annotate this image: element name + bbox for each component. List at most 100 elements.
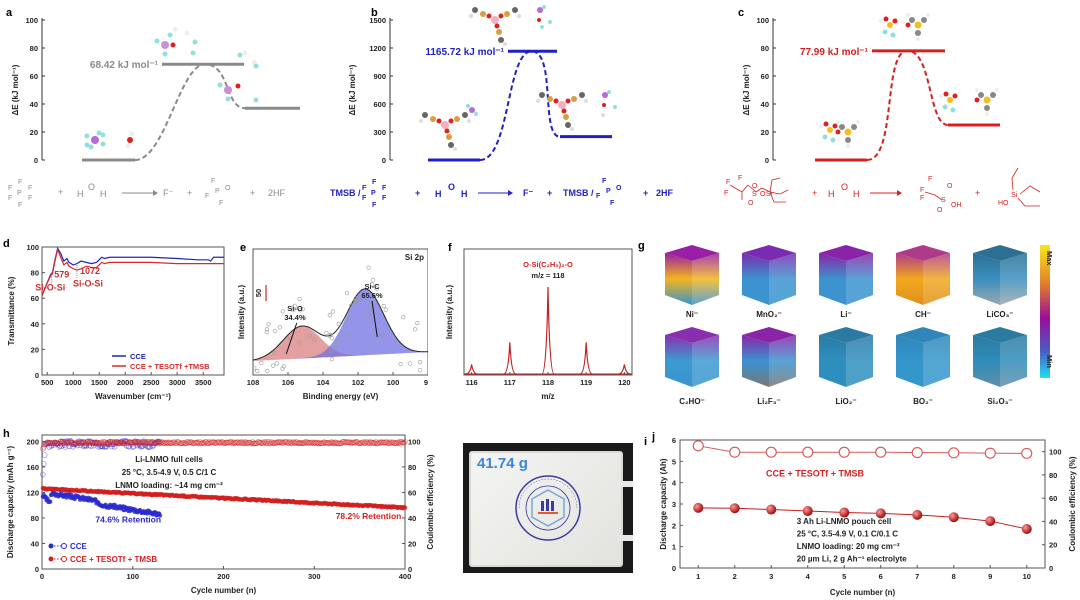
- atom-symbol: O: [937, 207, 943, 214]
- panel-e-xps-chart: e Si 2p 108 106 104 102 100 98 Binding energy (e…: [237, 242, 428, 401]
- atom: [602, 103, 606, 107]
- y-axis-title: Intensity (a.u.): [445, 285, 454, 340]
- atom: [536, 99, 540, 103]
- y2-tick-label: 40: [1049, 517, 1057, 526]
- cell-info-text: 25 °C, 3.5-4.9 V, 0.5 C/1 C: [122, 468, 217, 477]
- pouch-cell-photo: 41.74 g: [463, 443, 633, 573]
- atom: [430, 116, 436, 122]
- ce-point: [838, 446, 850, 458]
- atom: [225, 96, 231, 102]
- atom: [469, 14, 473, 18]
- y-tick-label: 4: [672, 479, 677, 488]
- y-tick-label: 0: [382, 156, 386, 165]
- atom: [584, 99, 588, 103]
- atom: [496, 29, 502, 35]
- raw-data-point: [259, 360, 264, 366]
- x-tick-label: 106: [282, 378, 295, 387]
- silyl-ts-icon: [905, 13, 930, 41]
- atom-symbol: F: [602, 178, 607, 185]
- y-tick-label: 80: [761, 44, 769, 53]
- triflate-ts-icon: [879, 16, 898, 38]
- legend-open-marker: [61, 543, 67, 550]
- atom: [947, 97, 953, 103]
- atom: [916, 37, 920, 41]
- raw-data-point: [292, 303, 297, 308]
- atom: [921, 17, 927, 23]
- y2-tick-label: 0: [1049, 564, 1053, 573]
- cube-species-label: Li⁻: [840, 310, 851, 319]
- capacity-point: [693, 502, 704, 513]
- x-tick-label: 100: [126, 572, 139, 581]
- atom: [978, 92, 984, 98]
- atom-symbol: F: [18, 179, 22, 186]
- atom: [167, 32, 173, 38]
- tof-sims-cube: CH⁻: [896, 245, 950, 319]
- equation-plus: +: [415, 188, 420, 198]
- atom: [503, 42, 507, 46]
- atom: [100, 132, 106, 138]
- atom: [942, 104, 948, 110]
- atom: [995, 88, 999, 92]
- pf6-structure-icon: FF FPF FF: [362, 179, 387, 209]
- y2-tick-label: 60: [408, 488, 416, 497]
- x-tick-label: 200: [217, 572, 230, 581]
- cube-species-label: LiO₂⁻: [835, 397, 856, 406]
- ms-peak-118: [541, 286, 555, 375]
- y2-tick-label: 20: [1049, 541, 1057, 550]
- atom: [846, 144, 850, 148]
- tmsb-product-icon: [536, 92, 588, 131]
- annotation-pointer: [285, 322, 298, 355]
- energy-profile-panels: a 0 20 40 60 80 100 ΔE (kJ mol⁻¹) 68.42 kJ mol⁻¹…: [6, 5, 1041, 214]
- atom: [950, 107, 956, 113]
- panel-h-label: h: [3, 428, 10, 440]
- barrier-energy-label: 68.42 kJ mol⁻¹: [90, 60, 159, 71]
- cell-info-text: LNMO loading: ~14 mg cm⁻²: [115, 481, 223, 490]
- silyl-reactant-icon: [835, 120, 860, 148]
- atom: [237, 52, 243, 58]
- atom: [890, 32, 896, 38]
- y2-tick-label: 80: [408, 463, 416, 472]
- atom: [915, 30, 921, 36]
- ce-point: [402, 438, 408, 445]
- atom-symbol: HO: [998, 200, 1009, 207]
- atom: [879, 19, 883, 23]
- atom: [469, 107, 475, 113]
- atom: [84, 133, 90, 139]
- atom: [454, 116, 460, 122]
- raw-data-point: [327, 333, 332, 338]
- cube-left-face: [819, 253, 846, 305]
- y-tick-label: 300: [373, 128, 386, 137]
- barrier-energy-label: 77.99 kJ mol⁻¹: [800, 47, 869, 58]
- capacity-point: [157, 513, 163, 518]
- atom: [100, 141, 106, 147]
- raw-data-point: [297, 340, 302, 345]
- ce-point: [1021, 447, 1033, 459]
- cube-right-face: [769, 335, 796, 387]
- pf6-structure-icon: FF FPF FF: [8, 179, 32, 209]
- raw-data-point: [252, 366, 257, 371]
- atom-symbol: F: [920, 195, 924, 202]
- atom: [990, 92, 996, 98]
- atom: [96, 130, 102, 136]
- tmsb-ts-icon: [469, 7, 521, 46]
- atom-symbol: OH: [951, 202, 962, 209]
- atom: [474, 112, 478, 116]
- y-tick-label: 2: [672, 521, 676, 530]
- atom: [839, 124, 845, 130]
- atom: [125, 143, 131, 149]
- series-label: CCE + TESOTf + TMSB: [766, 468, 865, 478]
- atom: [565, 98, 571, 104]
- raw-data-point: [329, 357, 334, 362]
- y-tick-label: 200: [26, 437, 39, 446]
- atom-symbol: F: [920, 187, 924, 194]
- panel-f-mass-spectrum: f 116 117 118 119 120 m/z Intensity (a.u.) O-Si(…: [445, 242, 633, 401]
- atom: [127, 137, 133, 143]
- cube-right-face: [846, 335, 873, 387]
- x-axis-title: Wavenumber (cm⁻¹): [95, 392, 171, 401]
- bond-lines: [729, 177, 789, 203]
- university-seal-icon: [515, 475, 581, 541]
- y2-tick-label: 20: [408, 539, 416, 548]
- atom-symbol: F: [738, 175, 742, 182]
- y-tick-label: 100: [25, 16, 38, 25]
- ce-point: [984, 447, 996, 459]
